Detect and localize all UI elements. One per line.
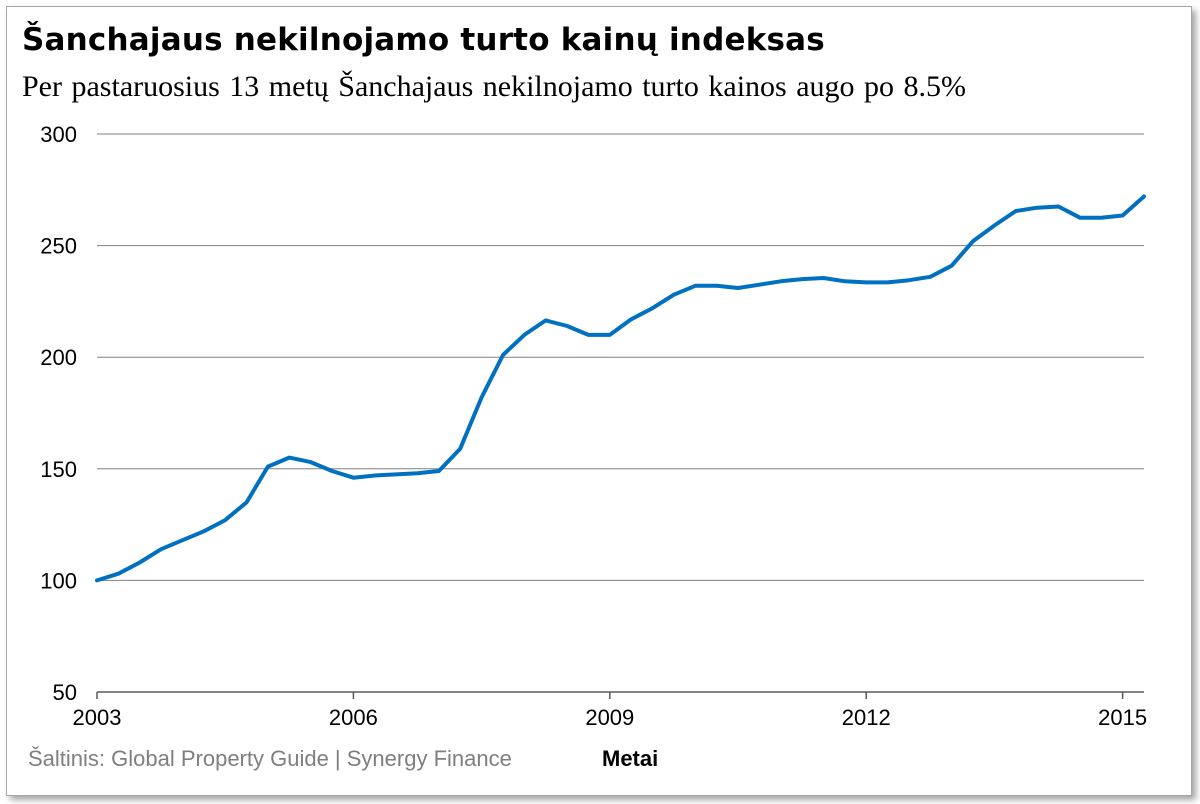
x-tick-label-2009: 2009	[585, 705, 634, 730]
source-note: Šaltinis: Global Property Guide | Synerg…	[28, 746, 512, 771]
axes	[96, 691, 1144, 699]
y-tick-label-250: 250	[40, 234, 77, 259]
y-tick-label-50: 50	[53, 680, 77, 705]
x-tick-label-2012: 2012	[842, 705, 891, 730]
chart-subtitle: Per pastaruosius 13 metų Šanchajaus neki…	[22, 70, 967, 103]
x-tick-label-2015: 2015	[1098, 705, 1147, 730]
series-line-0	[95, 194, 1146, 583]
x-tick-label-2006: 2006	[329, 705, 378, 730]
gridlines	[97, 133, 1144, 581]
y-tick-label-300: 300	[40, 122, 77, 147]
x-axis-title: Metai	[602, 746, 659, 771]
x-tick-label-2003: 2003	[73, 705, 122, 730]
y-tick-label-150: 150	[40, 457, 77, 482]
y-tick-label-200: 200	[40, 345, 77, 370]
x-tick-labels: 2003 2006 2009 2012 2015	[73, 705, 1148, 730]
y-tick-labels: 50 100 150 200 250 300	[40, 122, 77, 705]
y-tick-label-100: 100	[40, 568, 77, 593]
chart-frame	[6, 6, 1192, 796]
chart-title: Šanchajaus nekilnojamo turto kainų indek…	[22, 22, 825, 58]
series-layer	[95, 194, 1146, 583]
